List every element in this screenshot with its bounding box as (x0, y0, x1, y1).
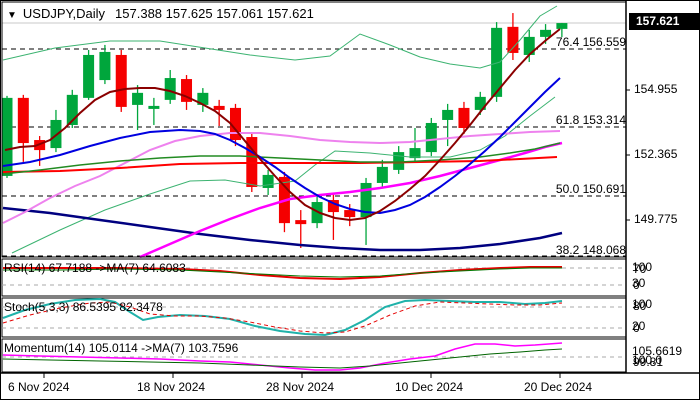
fib-level-label: 50.0 150.691 (555, 182, 626, 196)
date-tick-label: 28 Nov 2024 (266, 380, 335, 394)
candle-body (409, 148, 421, 159)
candle-body (540, 29, 552, 37)
candle-body (181, 79, 193, 102)
candles-group (1, 13, 568, 248)
stochastic-scale-label: 0 (633, 321, 640, 335)
bollinger-lower-band (11, 96, 556, 254)
momentum-ma-line (2, 348, 563, 369)
candle-body (344, 210, 356, 218)
date-tick-label: 6 Nov 2024 (8, 380, 70, 394)
candle-body (115, 54, 127, 107)
candle-body (507, 26, 519, 53)
stochastic-scale-label: 100 (632, 297, 653, 311)
ma-magenta (139, 141, 563, 259)
rsi-scale-label: 70 (633, 262, 647, 276)
rsi-ma-line (3, 267, 562, 278)
candle-body (197, 92, 209, 105)
candle-body (295, 220, 307, 225)
candle-body (262, 174, 274, 188)
price-tick-label: 154.955 (634, 82, 678, 96)
ma-maroon (4, 28, 561, 222)
candle-body (458, 107, 470, 128)
candle-body (442, 109, 454, 120)
price-tick-label: 152.365 (634, 147, 678, 161)
candle-body (523, 36, 535, 55)
rsi-scale-label: 30 (632, 276, 646, 290)
candle-body (66, 94, 78, 125)
stoch-d-line (2, 301, 563, 334)
date-tick-label: 10 Dec 2024 (395, 380, 464, 394)
momentum-label: Momentum(14) 105.0114 ->MA(7) 103.7596 (4, 341, 239, 355)
momentum-scale-label: 99.81 (633, 355, 664, 369)
candle-body (393, 152, 405, 170)
candle-body (83, 54, 95, 98)
bollinger-upper-band (2, 5, 558, 69)
candle-body (229, 107, 241, 141)
candle-body (360, 182, 372, 218)
momentum-scale-label: 100.0 (632, 353, 663, 367)
candle-body (213, 105, 225, 110)
candle-body (164, 78, 176, 100)
date-tick-label: 18 Nov 2024 (137, 380, 206, 394)
date-tick-label: 20 Dec 2024 (524, 380, 593, 394)
candle-body (425, 122, 437, 153)
ohlc-values: 157.388 157.625 157.061 157.621 (115, 6, 314, 21)
ma-navy (2, 206, 563, 252)
stochastic-scale-label: 20 (632, 319, 646, 333)
candle-body (132, 92, 144, 105)
candle-body (17, 97, 29, 144)
stochastic-scale-label: 80 (633, 299, 647, 313)
fib-level-label: 61.8 153.314 (555, 113, 626, 127)
candle-body (1, 97, 13, 176)
current-price-label: 157.621 (629, 13, 700, 30)
rsi-line (3, 266, 562, 281)
symbol-dropdown-icon[interactable]: ▼ (7, 10, 17, 21)
candle-body (491, 27, 503, 97)
candle-body (474, 96, 486, 110)
candle-body (99, 51, 111, 81)
candle-body (327, 200, 339, 213)
candle-body (148, 105, 160, 109)
candle-body (376, 166, 388, 183)
chart-header: ▼ USDJPY,Daily 157.388 157.625 157.061 157… (7, 6, 314, 21)
ma-green (2, 142, 561, 175)
stoch-k-line (2, 297, 563, 337)
rsi-scale-label: 100 (632, 260, 653, 274)
fib-level-label: 76.4 156.559 (555, 35, 626, 49)
symbol-period-label[interactable]: USDJPY,Daily (22, 6, 106, 21)
price-tick-label: 149.775 (634, 212, 678, 226)
candle-body (556, 23, 568, 29)
ma-blue (2, 77, 561, 215)
ma-red (2, 156, 558, 173)
rsi-label: RSI(14) 67.7188 ->MA(7) 64.6083 (4, 261, 186, 275)
rsi-scale-label: 0 (633, 278, 640, 292)
fib-level-label: 38.2 148.068 (555, 243, 626, 257)
momentum-line (2, 342, 563, 371)
momentum-scale-label: 105.6619 (632, 344, 683, 358)
stochastic-label: Stoch(5,3,3) 86.5395 82.3478 (4, 300, 163, 314)
